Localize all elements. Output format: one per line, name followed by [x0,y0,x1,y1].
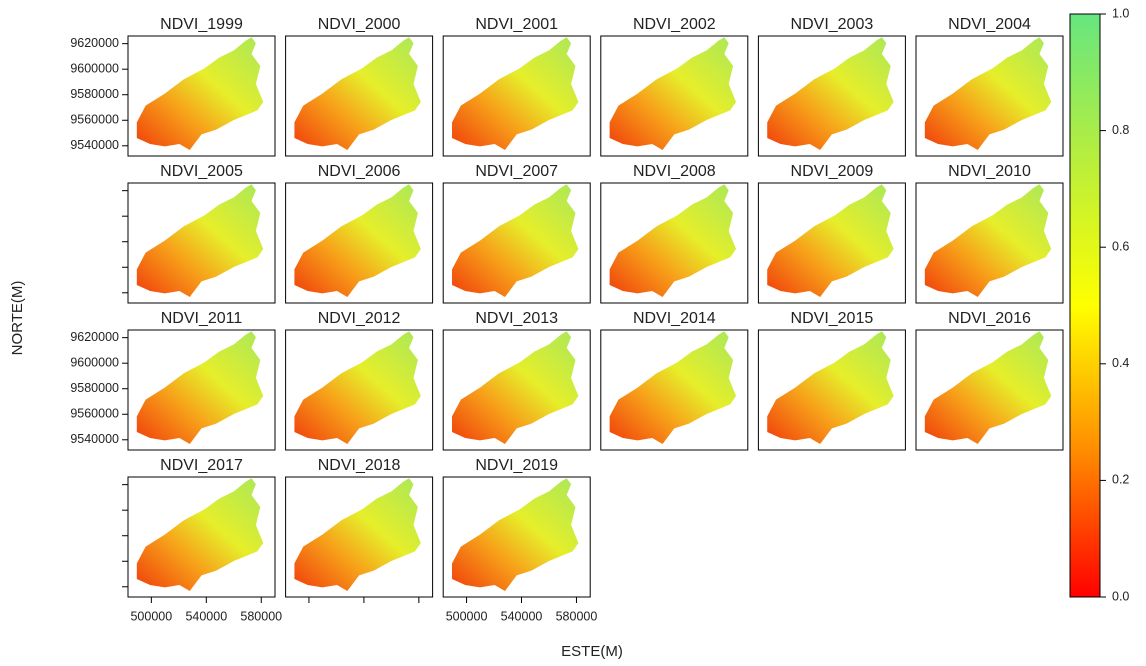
panel-title: NDVI_2007 [475,163,558,180]
panel-title: NDVI_2010 [948,163,1031,180]
panel-title: NDVI_2015 [791,310,874,327]
ndvi-map [294,331,421,444]
ndvi-map [452,478,579,591]
colorbar-tick-label: 0.0 [1112,589,1129,603]
x-tick-label: 540000 [185,609,227,623]
colorbar [1069,13,1101,598]
x-tick-label: 500000 [446,609,488,623]
y-tick-label: 9540000 [70,138,119,152]
ndvi-map [767,184,894,297]
y-tick-label: 9620000 [70,36,119,50]
ndvi-map [609,37,737,151]
ndvi-map [452,184,579,297]
ndvi-map [767,37,894,151]
panel-title: NDVI_2014 [633,310,716,327]
ndvi-map [452,37,579,151]
y-tick-label: 9600000 [70,61,119,75]
ndvi-map [294,478,421,591]
x-tick-label: 540000 [501,609,543,623]
ndvi-map [924,184,1052,297]
panel-title: NDVI_2016 [948,310,1031,327]
y-tick-label: 9560000 [70,113,119,127]
colorbar-tick-label: 1.0 [1112,6,1129,20]
ndvi-map [924,331,1052,444]
panel-title: NDVI_2003 [791,16,874,33]
ndvi-map [924,37,1052,151]
y-tick-label: 9580000 [70,381,119,395]
ndvi-map [136,331,264,444]
ndvi-map [294,37,421,151]
panel-title: NDVI_2004 [948,16,1031,33]
y-tick-label: 9600000 [70,355,119,369]
ndvi-map [609,184,737,297]
ndvi-map [136,37,264,151]
panel-title: NDVI_2000 [318,16,401,33]
panel-title: NDVI_2012 [318,310,401,327]
ndvi-map [452,331,579,444]
panel-title: NDVI_2005 [160,163,243,180]
x-axis-label: ESTE(M) [561,643,623,660]
colorbar-tick-label: 0.4 [1112,356,1129,370]
y-tick-label: 9580000 [70,87,119,101]
panel-title: NDVI_1999 [160,16,243,33]
x-tick-label: 580000 [556,609,598,623]
colorbar-tick-label: 0.8 [1112,123,1129,137]
y-tick-label: 9540000 [70,432,119,446]
colorbar-tick-label: 0.6 [1112,239,1129,253]
y-tick-label: 9620000 [70,330,119,344]
panel-title: NDVI_2001 [475,16,558,33]
panel-title: NDVI_2013 [475,310,558,327]
panel-title: NDVI_2009 [791,163,874,180]
ndvi-map [609,331,737,444]
x-tick-label: 500000 [130,609,172,623]
ndvi-map [767,331,894,444]
ndvi-map [136,184,264,297]
panel-title: NDVI_2006 [318,163,401,180]
panel-title: NDVI_2008 [633,163,716,180]
panel-title: NDVI_2017 [160,457,243,474]
x-tick-label: 580000 [240,609,282,623]
colorbar-tick-label: 0.2 [1112,473,1129,487]
panel-title: NDVI_2019 [475,457,558,474]
ndvi-map [136,478,264,591]
panel-title: NDVI_2018 [318,457,401,474]
ndvi-map [294,184,421,297]
y-axis-label: NORTE(M) [9,281,26,356]
panel-title: NDVI_2011 [161,310,243,327]
panel-title: NDVI_2002 [633,16,716,33]
y-tick-label: 9560000 [70,407,119,421]
